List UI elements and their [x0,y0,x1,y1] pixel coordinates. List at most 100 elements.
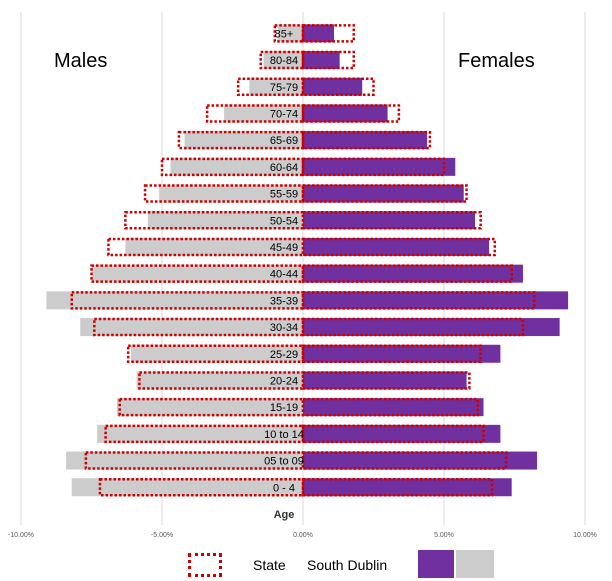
bar-south-dublin-female [303,344,501,363]
outline-state-female [301,157,446,177]
bar-south-dublin-female [303,237,490,256]
bar-south-dublin-female [303,318,560,337]
outline-state-male [205,104,305,123]
bar-south-dublin-male [66,451,304,470]
age-group-label: 45-49 [270,242,298,254]
legend-state-label: State [253,557,286,573]
legend: State South Dublin [0,546,612,580]
outline-state-male [90,264,305,283]
age-group-label: 60-64 [270,162,298,174]
bar-south-dublin-male [80,318,303,337]
outline-state-male [236,77,305,96]
age-group-label: 10 to 14 [264,429,304,441]
outline-state-female [301,291,536,310]
bar-south-dublin-male [263,51,303,70]
age-group-label: 25-29 [270,349,298,361]
bar-south-dublin-female [303,51,340,70]
bar-south-dublin-male [97,424,303,443]
bar-south-dublin-male [46,291,303,310]
outline-state-female [301,424,485,444]
x-tick-labels: -10.00% -5.00% 0.00% 5.00% 10.00% [8,532,597,539]
age-group-label: 55-59 [270,189,298,201]
age-group-label: 40-44 [270,269,298,281]
bar-south-dublin-female [303,451,538,470]
outline-state-male [259,50,305,70]
bar-south-dublin-male [170,157,303,176]
bar-south-dublin-female [303,104,388,123]
bar-south-dublin-male [249,77,303,96]
bar-south-dublin-female [303,131,428,150]
outline-state-male [143,184,305,203]
legend-south-dublin-males-swatch [456,550,494,578]
age-group-label: 85+ [275,28,294,40]
outline-state-female [301,237,497,257]
bar-south-dublin-female [303,371,467,390]
bar-south-dublin-female [303,291,569,310]
legend-south-dublin-label: South Dublin [307,557,388,573]
bar-south-dublin-female [303,24,335,43]
outline-state-female [301,50,356,70]
females-title: Females [458,50,535,72]
outline-state-female [301,211,482,230]
age-group-label: 70-74 [270,108,298,120]
state-outlines-layer [70,24,536,497]
bar-south-dublin-female [303,77,363,96]
age-group-label: 80-84 [270,55,298,67]
outline-state-female [301,371,471,390]
bar-south-dublin-male [224,104,303,123]
x-tick-label: 5.00% [434,532,454,539]
bars-layer [46,24,569,497]
age-axis-label: Age [274,509,295,521]
outline-state-female [301,344,482,363]
outline-state-female [301,130,432,150]
age-group-label: 75-79 [270,82,298,94]
age-group-label: 0 - 4 [273,482,295,494]
age-group-label: 05 to 09 [264,456,304,468]
outline-state-male [273,24,305,43]
bar-south-dublin-male [136,371,303,390]
bar-south-dublin-male [71,478,303,497]
age-group-label: 30-34 [270,322,298,334]
outline-state-female [301,451,508,470]
age-group-label: 15-19 [270,402,298,414]
age-group-label: 50-54 [270,215,298,227]
outline-state-female [301,264,513,283]
outline-state-male [104,424,305,444]
bar-south-dublin-female [303,157,456,176]
bar-south-dublin-female [303,424,501,443]
age-labels-layer: 85+ 80-84 75-79 70-74 65-69 60-64 55-59 50-54 45… [264,28,304,494]
outline-state-male [98,478,305,497]
x-tick-label: 0.00% [293,532,313,539]
outline-state-male [107,237,305,257]
bar-south-dublin-female [303,478,512,497]
bar-south-dublin-female [303,211,476,230]
bar-south-dublin-male [184,131,303,150]
outline-state-female [301,77,375,96]
bar-south-dublin-male [116,398,303,417]
males-title: Males [54,50,108,72]
outline-state-female [301,397,480,417]
outline-state-male [126,344,305,363]
age-group-label: 35-39 [270,295,298,307]
bar-south-dublin-female [303,398,484,417]
x-tick-label: 10.00% [573,532,597,539]
bar-south-dublin-male [277,24,303,43]
legend-state-swatch [188,553,222,577]
population-pyramid-chart: 85+ 80-84 75-79 70-74 65-69 60-64 55-59 50-54 45… [8,12,597,539]
bar-south-dublin-female [303,264,523,283]
bar-south-dublin-male [130,344,303,363]
bar-south-dublin-male [147,211,303,230]
outline-state-female [301,478,494,497]
outline-state-female [301,24,356,43]
outline-state-male [177,130,305,150]
x-tick-label: -5.00% [151,532,173,539]
age-group-label: 20-24 [270,375,298,387]
bar-south-dublin-female [303,184,464,203]
outline-state-female [301,317,525,337]
bar-south-dublin-male [159,184,303,203]
outline-state-male [84,451,305,470]
bar-south-dublin-male [125,237,303,256]
age-group-label: 65-69 [270,135,298,147]
outline-state-female [301,104,401,123]
outline-state-female [301,184,468,203]
